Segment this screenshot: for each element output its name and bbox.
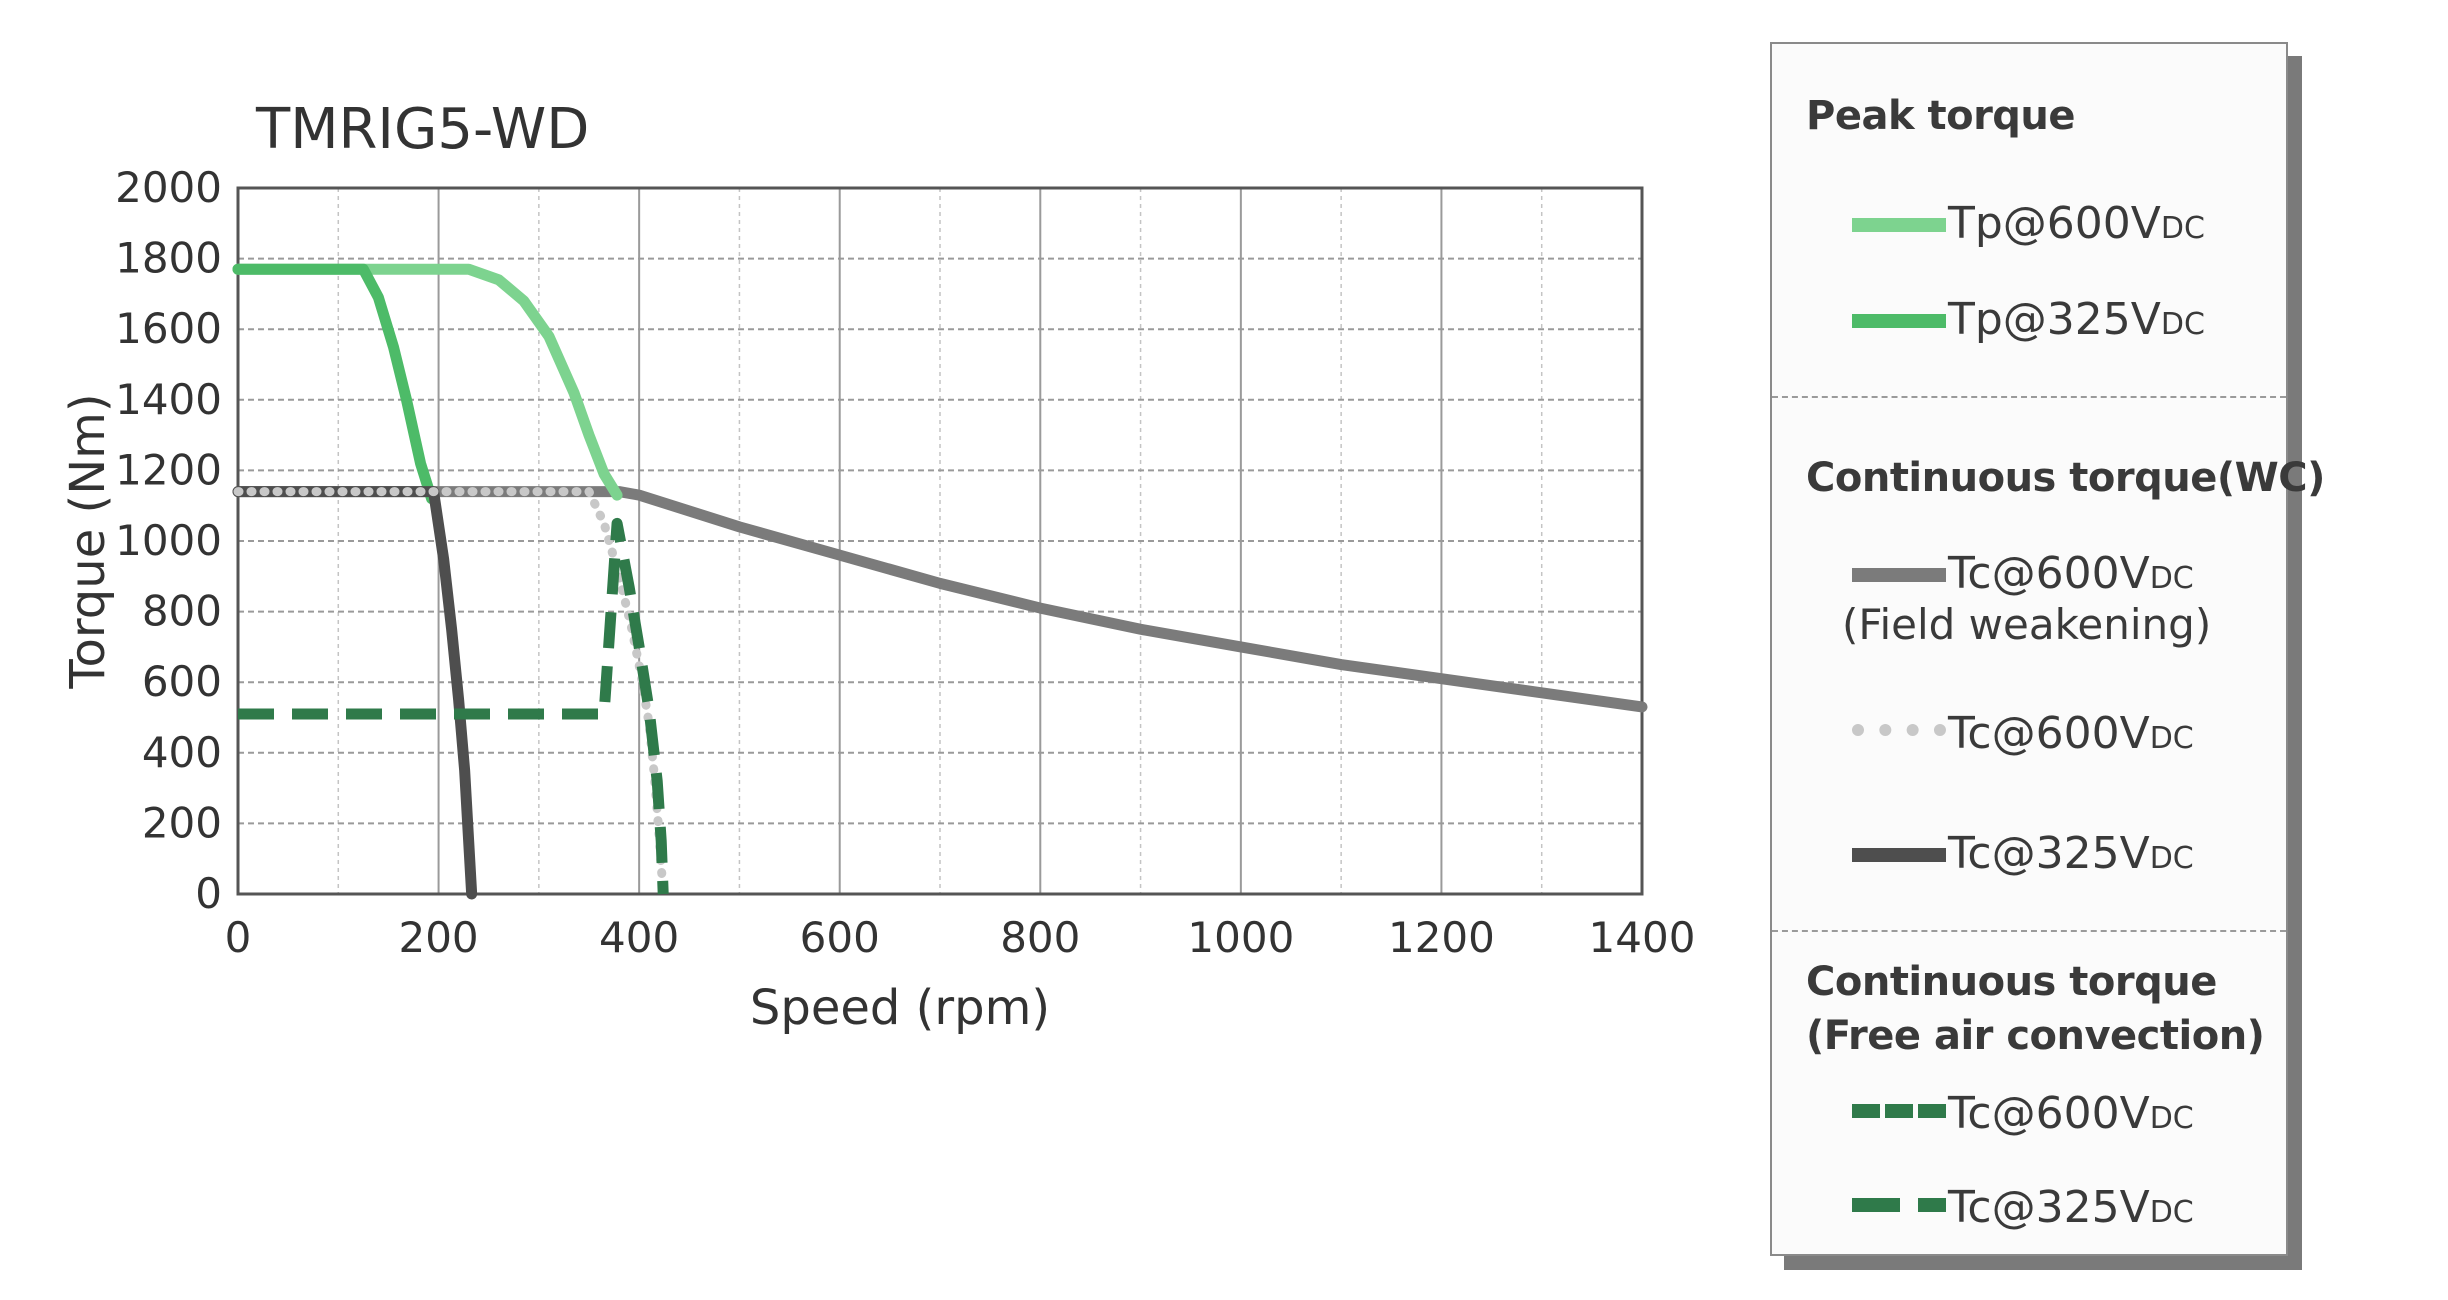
x-tick-label: 200 [398, 913, 478, 962]
series-line [232, 486, 478, 900]
legend-label-tc-600-fac: Tc@600VDC [1948, 1088, 2194, 1139]
legend-divider [1772, 396, 2286, 398]
y-tick-label: 1200 [115, 445, 222, 494]
x-tick-label: 1000 [1187, 913, 1294, 962]
legend-heading-wc: Continuous torque(WC) [1806, 455, 2325, 501]
legend-item-tc-325-fac: Tc@325VDC [1772, 1178, 2286, 1248]
legend-divider [1772, 930, 2286, 932]
legend-label-tc-325-fac: Tc@325VDC [1948, 1182, 2194, 1233]
x-tick-label: 400 [599, 913, 679, 962]
series-line [233, 487, 668, 899]
legend-swatch-tc-600-fw [1852, 568, 1946, 582]
plot-frame [236, 186, 1644, 896]
legend-heading-fac-1: Continuous torque [1806, 959, 2217, 1005]
y-tick-label: 1000 [115, 516, 222, 565]
x-tick-label: 1400 [1589, 913, 1696, 962]
chart-legend: Peak torque Tp@600VDC Tp@325VDC Continuo… [1770, 42, 2325, 1256]
legend-swatch-tp-325 [1852, 314, 1946, 328]
legend-item-tp-325: Tp@325VDC [1772, 290, 2286, 360]
y-tick-label: 2000 [115, 163, 222, 212]
y-axis-ticks: 0 200 400 600 800 1000 1200 1400 1600 1800 2000 [115, 163, 222, 918]
x-tick-label: 800 [1000, 913, 1080, 962]
x-tick-label: 1200 [1388, 913, 1495, 962]
legend-item-tc-600-dotted: Tc@600VDC [1772, 704, 2286, 774]
legend-label-tp-325: Tp@325VDC [1948, 294, 2205, 345]
legend-note-field-weakening: (Field weakening) [1842, 600, 2212, 649]
y-tick-label: 1800 [115, 234, 222, 283]
y-axis-title: Torque (Nm) [60, 393, 116, 689]
legend-swatch-tc-600-fac [1852, 1104, 1946, 1118]
y-tick-label: 200 [142, 798, 222, 847]
legend-item-tp-600: Tp@600VDC [1772, 194, 2286, 264]
legend-heading-peak: Peak torque [1806, 93, 2076, 139]
legend-item-tc-600-fac: Tc@600VDC [1772, 1084, 2286, 1154]
legend-label-tc-600-fw: Tc@600VDC [1948, 548, 2194, 599]
y-tick-label: 600 [142, 657, 222, 706]
legend-label-tp-600: Tp@600VDC [1948, 198, 2205, 249]
legend-item-tc-600-fw: Tc@600VDC [1772, 544, 2286, 614]
x-tick-label: 0 [225, 913, 252, 962]
y-tick-label: 1400 [115, 375, 222, 424]
y-tick-label: 1600 [115, 304, 222, 353]
legend-swatch-tp-600 [1852, 218, 1946, 232]
y-tick-label: 800 [142, 587, 222, 636]
series-line [232, 486, 1648, 713]
x-tick-label: 600 [800, 913, 880, 962]
chart-title: TMRIG5-WD [255, 97, 589, 162]
x-axis-title: Speed (rpm) [750, 980, 1050, 1036]
chart-series [232, 263, 1648, 900]
legend-swatch-tc-600-dotted [1852, 724, 1946, 736]
x-axis-ticks: 0 200 400 600 800 1000 1200 1400 [225, 913, 1696, 962]
chart-grid [237, 187, 1643, 895]
series-line [238, 517, 669, 895]
legend-swatch-tc-325 [1852, 848, 1946, 862]
series-line [232, 263, 623, 501]
legend-label-tc-325: Tc@325VDC [1948, 828, 2194, 879]
legend-label-tc-600-dotted: Tc@600VDC [1948, 708, 2194, 759]
series-line [232, 263, 438, 505]
legend-heading-fac-2: (Free air convection) [1806, 1013, 2265, 1059]
legend-swatch-tc-325-fac [1852, 1198, 1946, 1212]
y-tick-label: 0 [195, 869, 222, 918]
y-tick-label: 400 [142, 728, 222, 777]
legend-item-tc-325: Tc@325VDC [1772, 824, 2286, 894]
